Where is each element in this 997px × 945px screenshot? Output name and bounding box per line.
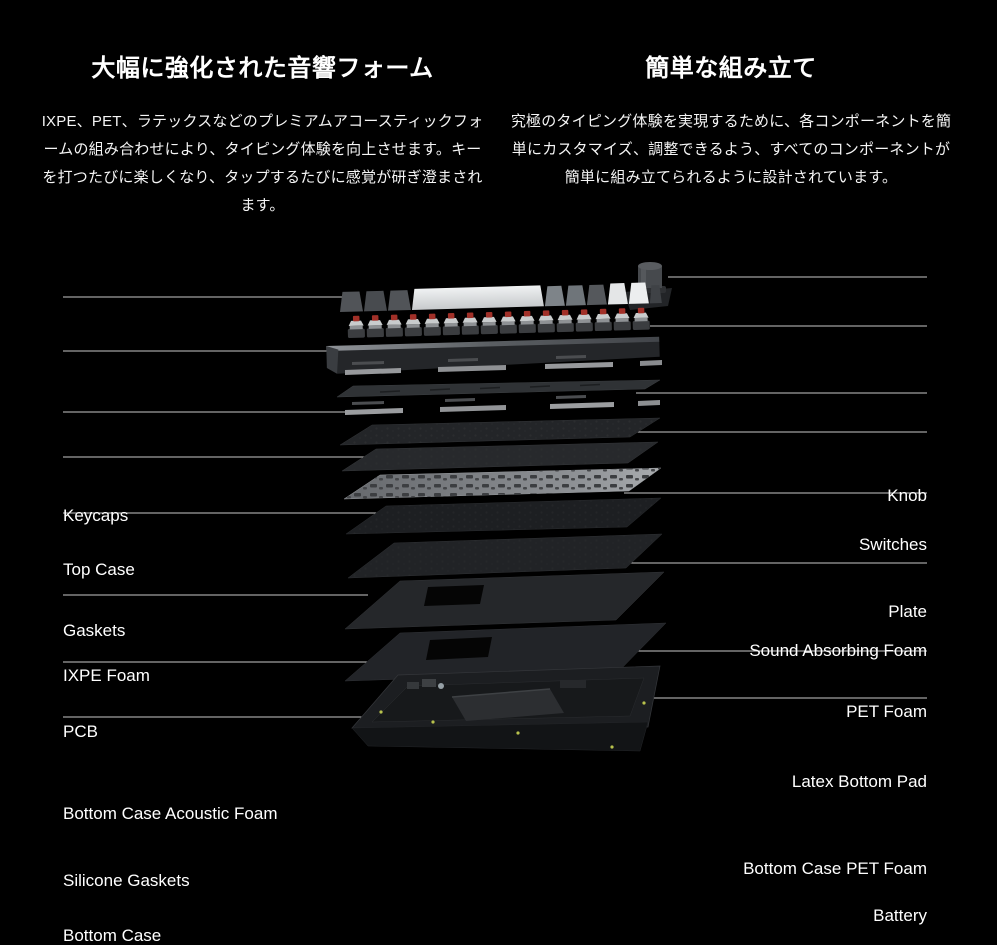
easy-assembly-heading: 簡単な組み立て [645, 55, 817, 82]
ixpe-foam-part [341, 441, 659, 472]
label-bottom-case: Bottom Case [63, 926, 162, 945]
gaskets-upper-part [345, 355, 662, 375]
screws [379, 701, 646, 749]
easy-assembly-column: 簡単な組み立て 究極のタイピング体験を実現するために、各コンポーネントを簡単にカ… [509, 0, 953, 220]
keycaps-part [340, 282, 662, 312]
label-switches: Switches [858, 535, 927, 554]
label-plate: Plate [888, 602, 927, 621]
gaskets-lower-part [345, 395, 660, 415]
label-keycaps: Keycaps [63, 506, 129, 525]
label-latex-bottom-pad: Latex Bottom Pad [791, 772, 927, 791]
easy-assembly-paragraph: 究極のタイピング体験を実現するために、各コンポーネントを簡単にカスタマイズ、調整… [510, 113, 952, 186]
label-pet-foam: PET Foam [846, 702, 927, 721]
plate-part [336, 379, 661, 398]
exploded-keyboard-illustration [63, 262, 927, 752]
intro-section: 大幅に強化された音響フォーム IXPE、PET、ラテックスなどのプレミアムアコー… [0, 0, 997, 220]
pet-foam-part [343, 467, 662, 500]
label-top-case: Top Case [63, 560, 135, 579]
battery-part [451, 688, 564, 721]
acoustic-foam-column: 大幅に強化された音響フォーム IXPE、PET、ラテックスなどのプレミアムアコー… [40, 0, 485, 220]
label-sound-absorbing-foam: Sound Absorbing Foam [749, 641, 927, 660]
label-knob: Knob [887, 486, 927, 505]
top-case-part [326, 336, 660, 374]
bottom-case-acoustic-foam-part [344, 571, 665, 630]
switches-part [347, 307, 650, 338]
label-bottom-case-acoustic-foam: Bottom Case Acoustic Foam [63, 804, 278, 823]
exploded-view-diagram: Keycaps Top Case Gaskets IXPE Foam PCB B… [0, 230, 997, 945]
sound-absorbing-foam-part [339, 417, 661, 446]
label-silicone-gaskets: Silicone Gaskets [63, 871, 190, 890]
latex-bottom-pad-part [347, 533, 663, 579]
acoustic-foam-paragraph: IXPE、PET、ラテックスなどのプレミアムアコースティックフォームの組み合わせ… [41, 113, 484, 214]
acoustic-foam-heading: 大幅に強化された音響フォーム [91, 55, 434, 82]
label-battery: Battery [873, 906, 927, 925]
label-ixpe-foam: IXPE Foam [63, 666, 150, 685]
label-gaskets: Gaskets [63, 621, 126, 640]
leader-lines [63, 276, 927, 718]
label-bottom-case-pet-foam: Bottom Case PET Foam [743, 859, 927, 878]
bottom-case-part [351, 665, 661, 752]
bottom-case-pet-foam-part [344, 622, 667, 682]
pcb-part [345, 497, 662, 535]
label-pcb: PCB [63, 722, 98, 741]
